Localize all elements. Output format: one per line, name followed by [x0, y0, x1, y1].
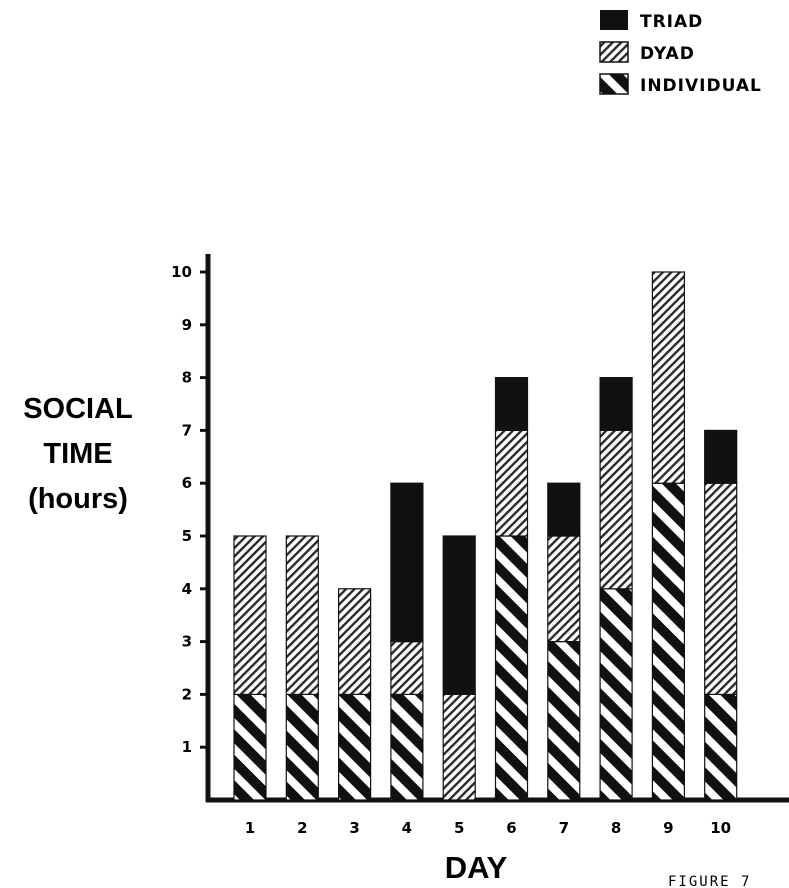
legend: TRIAD DYAD INDIVIDUAL	[599, 10, 762, 96]
bar-segment-individual	[338, 693, 372, 801]
bar-segment-triad	[494, 377, 529, 432]
y-tick-label: 3	[182, 633, 192, 651]
x-tick-label: 9	[663, 819, 673, 837]
legend-swatch-dyad	[599, 41, 629, 63]
x-tick-label: 4	[402, 819, 412, 837]
x-axis-ticks: 1 2 3 4 5 6 7 8 9 10	[245, 819, 731, 837]
bar-segment-dyad	[704, 482, 738, 696]
bar-segment-individual	[390, 693, 424, 801]
y-axis-title-line-3: (hours)	[28, 483, 128, 515]
bar-segment-individual	[599, 588, 633, 801]
legend-label-dyad: DYAD	[640, 44, 695, 64]
x-tick-label: 2	[297, 819, 307, 837]
y-tick-label: 7	[182, 421, 192, 439]
bar-segment-triad	[704, 429, 738, 484]
bar-segment-triad	[442, 535, 476, 695]
y-axis-title-line-2: TIME	[43, 438, 112, 470]
bar-segment-triad	[390, 482, 424, 643]
x-tick-label: 6	[506, 819, 516, 837]
bar-segment-individual	[233, 693, 267, 801]
x-axis-title: DAY	[445, 850, 508, 885]
bar-segment-dyad	[390, 640, 424, 695]
y-tick-label: 8	[182, 369, 192, 387]
bar-segment-dyad	[233, 535, 267, 695]
bar-segment-individual	[494, 535, 529, 801]
y-tick-label: 2	[182, 685, 192, 703]
figure-caption: FIGURE 7	[668, 874, 751, 888]
y-tick-label: 9	[182, 316, 192, 334]
bars	[233, 271, 738, 801]
bar-segment-dyad	[547, 535, 581, 643]
x-tick-label: 1	[245, 819, 255, 837]
legend-label-triad: TRIAD	[640, 12, 703, 32]
x-tick-label: 3	[349, 819, 359, 837]
y-axis-title: SOCIAL TIME (hours)	[23, 393, 133, 515]
bar-segment-individual	[547, 640, 581, 801]
bar-segment-dyad	[442, 693, 476, 801]
bar-segment-dyad	[494, 429, 529, 537]
y-tick-label: 6	[182, 474, 192, 492]
bar-segment-individual	[285, 693, 319, 801]
bar-segment-dyad	[651, 271, 686, 484]
bar-segment-individual	[651, 482, 686, 801]
bar-segment-dyad	[599, 429, 633, 590]
legend-swatch-triad	[600, 10, 628, 30]
y-tick-label: 4	[182, 580, 192, 598]
bar-segment-triad	[547, 482, 581, 537]
bar-segment-individual	[704, 693, 738, 801]
y-tick-label: 1	[182, 738, 192, 756]
x-tick-label: 7	[559, 819, 569, 837]
legend-item-dyad: DYAD	[599, 41, 695, 64]
x-tick-label: 8	[611, 819, 621, 837]
legend-label-individual: INDIVIDUAL	[640, 76, 762, 96]
x-tick-label: 5	[454, 819, 464, 837]
legend-item-individual: INDIVIDUAL	[599, 73, 762, 96]
y-axis-title-line-1: SOCIAL	[23, 393, 133, 425]
x-tick-label: 10	[710, 819, 731, 837]
bar-segment-dyad	[338, 588, 372, 695]
y-tick-label: 5	[182, 527, 192, 545]
y-axis-ticks: 1 2 3 4 5 6 7 8 9 10	[171, 263, 208, 756]
legend-swatch-individual	[599, 73, 629, 95]
bar-segment-dyad	[285, 535, 319, 695]
legend-item-triad: TRIAD	[600, 10, 703, 32]
y-tick-label: 10	[171, 263, 192, 281]
bar-segment-triad	[599, 377, 633, 432]
